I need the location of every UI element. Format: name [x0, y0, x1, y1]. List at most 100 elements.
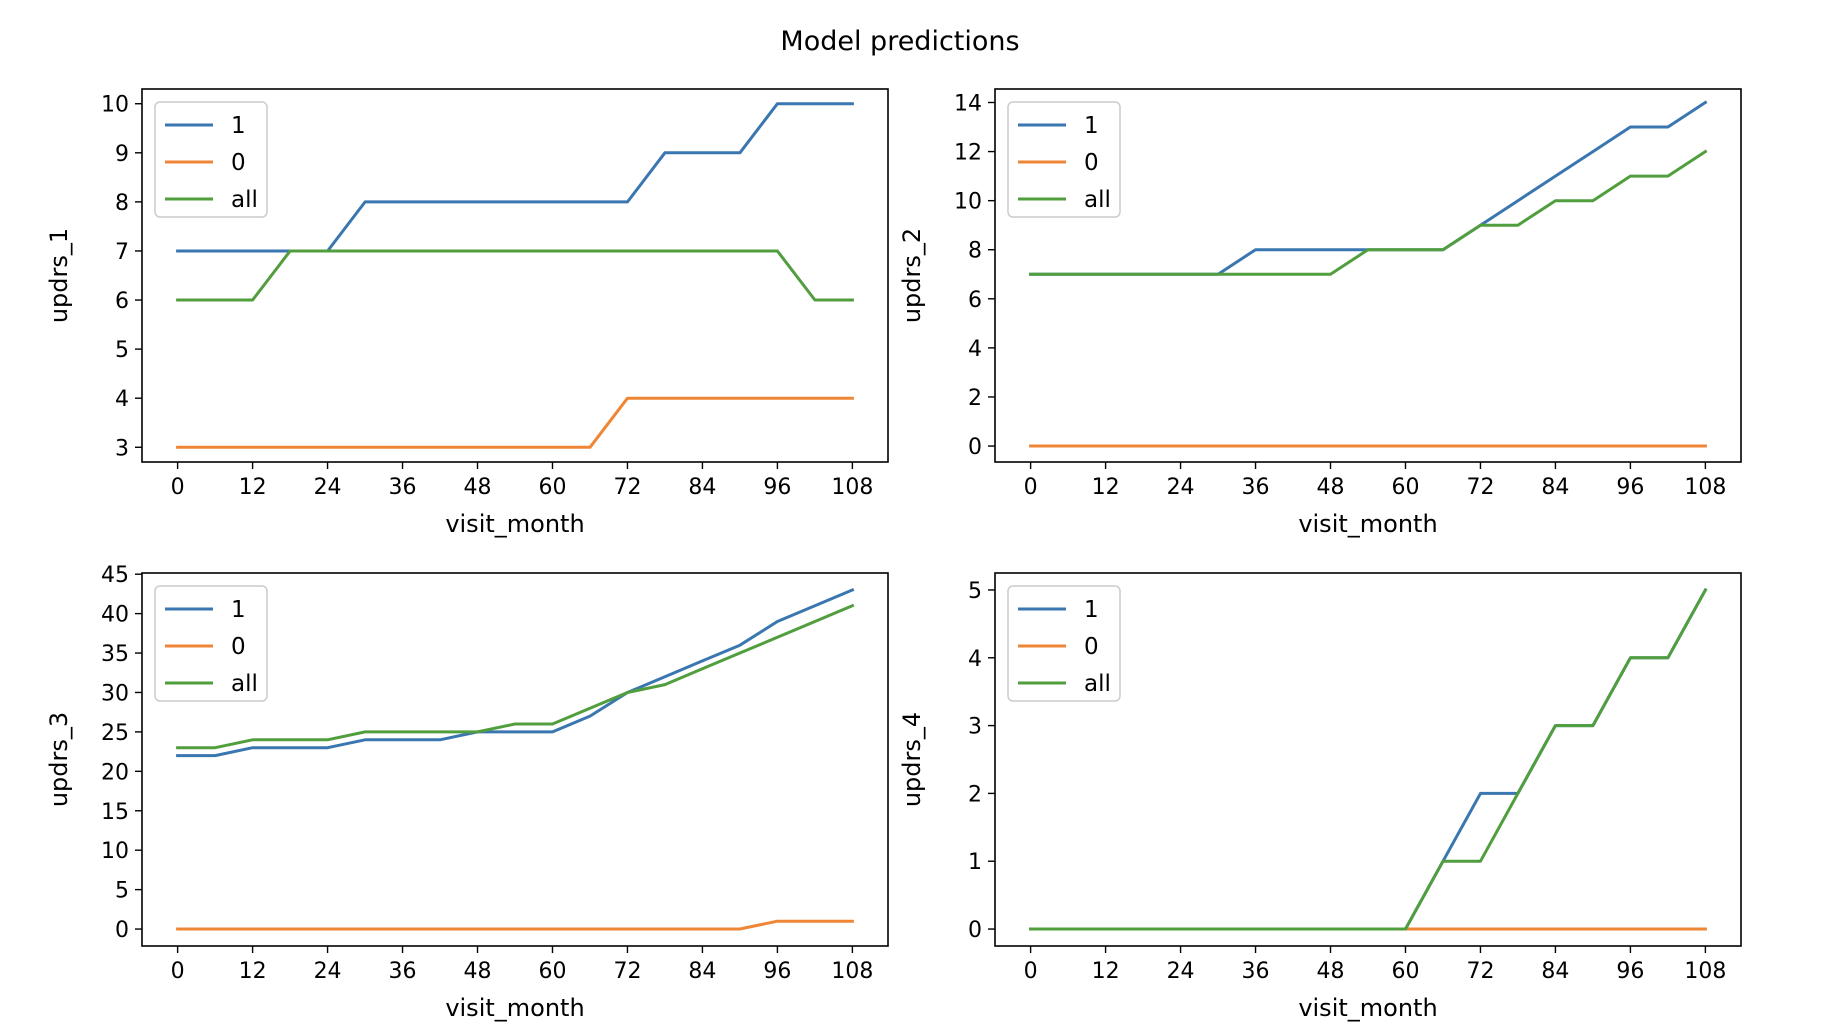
y-tick-label: 10 [101, 839, 129, 864]
x-tick-label: 60 [1391, 475, 1419, 500]
y-tick-label: 30 [101, 681, 129, 706]
x-tick-label: 108 [1684, 959, 1726, 984]
figure-title: Model predictions [780, 26, 1019, 57]
x-tick-label: 96 [763, 475, 791, 500]
x-tick-label: 36 [1242, 475, 1270, 500]
y-tick-label: 8 [968, 239, 982, 264]
x-tick-label: 12 [1092, 475, 1120, 500]
x-axis-label: visit_month [445, 994, 584, 1022]
y-tick-label: 5 [968, 579, 982, 604]
axes-frame [141, 88, 889, 463]
series-line-all [1029, 587, 1708, 931]
x-tick-label: 108 [831, 475, 873, 500]
x-tick-label: 96 [1616, 959, 1644, 984]
axes-frame [994, 572, 1742, 947]
y-tick-label: 4 [968, 647, 982, 672]
y-tick-label: 15 [101, 800, 129, 825]
x-axis-label: visit_month [1298, 510, 1437, 538]
y-tick-label: 5 [115, 879, 129, 904]
y-tick-label: 2 [968, 782, 982, 807]
y-tick-label: 8 [115, 191, 129, 216]
x-tick-label: 60 [538, 475, 566, 500]
legend-label-all: all [1084, 671, 1111, 697]
axes-frame [994, 88, 1742, 463]
x-tick-label: 48 [1317, 959, 1345, 984]
x-tick-label: 12 [239, 475, 267, 500]
series-line-0 [176, 396, 854, 449]
x-tick-label: 96 [763, 959, 791, 984]
y-tick-label: 35 [101, 642, 129, 667]
x-tick-label: 24 [314, 475, 342, 500]
x-tick-label: 84 [688, 475, 716, 500]
y-tick-label: 3 [115, 436, 129, 461]
y-tick-label: 4 [115, 387, 129, 412]
series-line-0 [176, 919, 854, 931]
legend-label-1: 1 [231, 113, 246, 139]
y-tick-label: 7 [115, 240, 129, 265]
x-tick-label: 84 [1541, 475, 1569, 500]
x-axis-label: visit_month [1298, 994, 1437, 1022]
axes-frame [141, 572, 889, 947]
legend: 1 0 all [154, 101, 268, 218]
x-axis-label: visit_month [445, 510, 584, 538]
legend-label-all: all [231, 671, 258, 697]
y-tick-label: 5 [115, 338, 129, 363]
legend-label-all: all [1084, 187, 1111, 213]
x-tick-label: 84 [688, 959, 716, 984]
legend-box [154, 585, 268, 702]
x-tick-label: 0 [1024, 959, 1038, 984]
x-tick-label: 0 [171, 959, 185, 984]
x-tick-label: 48 [464, 959, 492, 984]
legend-label-1: 1 [1084, 113, 1099, 139]
legend-label-0: 0 [1084, 634, 1099, 660]
legend: 1 0 all [1007, 101, 1121, 218]
legend-label-1: 1 [231, 597, 246, 623]
x-tick-label: 36 [389, 959, 417, 984]
y-tick-label: 45 [101, 563, 129, 588]
y-tick-label: 6 [968, 288, 982, 313]
y-tick-label: 6 [115, 289, 129, 314]
subplot-3: 0 12 24 36 48 60 72 84 96 108051015202530354045vi… [45, 563, 889, 1022]
legend-label-0: 0 [1084, 150, 1099, 176]
y-axis-label: updrs_1 [45, 228, 73, 323]
x-tick-label: 48 [464, 475, 492, 500]
y-tick-label: 10 [101, 93, 129, 118]
legend-label-0: 0 [231, 150, 246, 176]
x-tick-label: 12 [1092, 959, 1120, 984]
y-tick-label: 12 [954, 141, 982, 166]
y-axis-label: updrs_3 [45, 712, 73, 807]
y-tick-label: 40 [101, 603, 129, 628]
legend-label-all: all [231, 187, 258, 213]
y-tick-label: 0 [968, 918, 982, 943]
y-tick-label: 0 [968, 435, 982, 460]
legend-box [154, 101, 268, 218]
x-tick-label: 36 [389, 475, 417, 500]
subplot-1: 0 12 24 36 48 60 72 84 96 108345678910visit_month… [45, 88, 889, 538]
x-tick-label: 0 [171, 475, 185, 500]
y-tick-label: 20 [101, 760, 129, 785]
y-tick-label: 4 [968, 337, 982, 362]
x-tick-label: 72 [613, 959, 641, 984]
y-tick-label: 9 [115, 142, 129, 167]
x-tick-label: 24 [314, 959, 342, 984]
legend-label-1: 1 [1084, 597, 1099, 623]
legend: 1 0 all [1007, 585, 1121, 702]
x-tick-label: 0 [1024, 475, 1038, 500]
x-tick-label: 72 [1466, 475, 1494, 500]
x-tick-label: 108 [831, 959, 873, 984]
legend-label-0: 0 [231, 634, 246, 660]
subplot-4: 0 12 24 36 48 60 72 84 96 108012345visit_monthupd… [898, 572, 1742, 1022]
legend-box [1007, 101, 1121, 218]
legend-box [1007, 585, 1121, 702]
x-tick-label: 60 [538, 959, 566, 984]
x-tick-label: 24 [1167, 475, 1195, 500]
x-tick-label: 96 [1616, 475, 1644, 500]
y-tick-label: 0 [115, 918, 129, 943]
x-tick-label: 72 [1466, 959, 1494, 984]
x-tick-label: 48 [1317, 475, 1345, 500]
series-line-1 [176, 588, 855, 758]
y-tick-label: 1 [968, 850, 982, 875]
y-tick-label: 25 [101, 721, 129, 746]
y-tick-label: 3 [968, 715, 982, 740]
